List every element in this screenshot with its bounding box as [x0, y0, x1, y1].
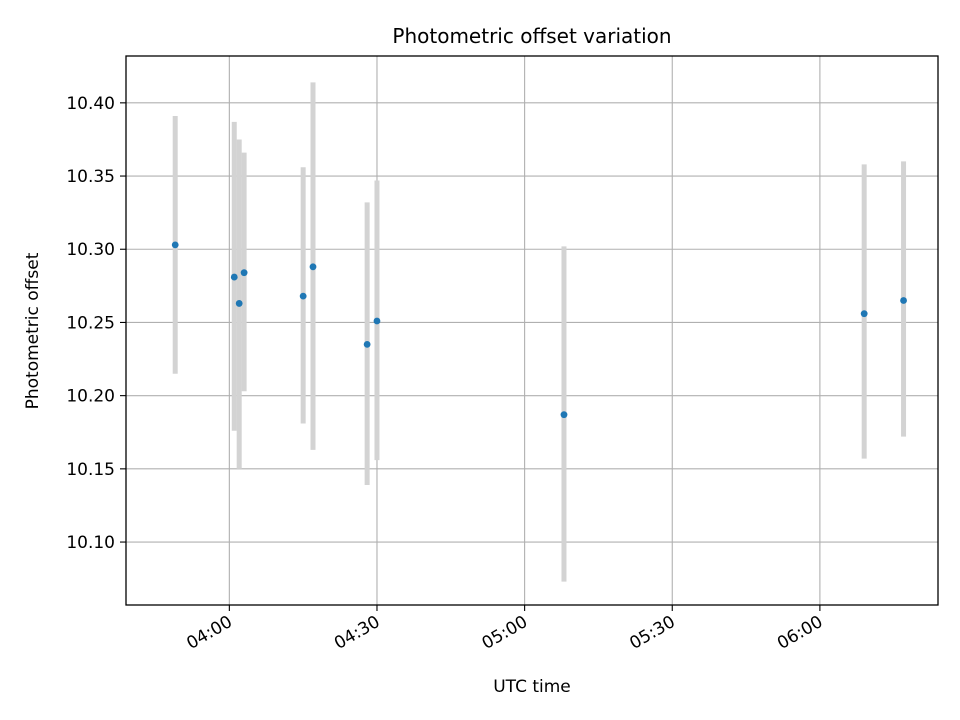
chart-title: Photometric offset variation	[392, 24, 671, 48]
data-points	[171, 241, 907, 419]
y-axis-label: Photometric offset	[23, 252, 43, 409]
plot-frame	[125, 55, 939, 606]
y-tick-label: 10.30	[66, 240, 115, 260]
error-bars	[172, 82, 907, 582]
y-axis-ticks: 10.10 10.15 10.20 10.25 10.30 10.35 10.40	[66, 94, 126, 553]
data-point	[299, 292, 307, 300]
y-tick-label: 10.25	[66, 313, 115, 333]
x-axis-ticks: 04:00 04:30 05:00 05:30 06:00	[183, 605, 826, 654]
x-tick-label: 05:30	[626, 612, 678, 654]
y-tick-label: 10.10	[66, 533, 115, 553]
data-point	[240, 269, 248, 277]
y-tick-label: 10.35	[66, 167, 115, 187]
data-point	[900, 297, 907, 304]
data-point	[363, 341, 371, 348]
x-tick-label: 04:00	[183, 612, 235, 654]
data-point	[560, 411, 568, 419]
y-tick-label: 10.20	[66, 387, 115, 407]
y-tick-label: 10.40	[66, 94, 115, 114]
x-tick-label: 04:30	[331, 612, 383, 654]
grid	[126, 56, 938, 605]
data-point	[230, 273, 238, 281]
x-tick-label: 05:00	[479, 612, 531, 654]
data-point	[171, 241, 179, 249]
data-point	[860, 310, 868, 318]
y-tick-label: 10.15	[66, 460, 115, 480]
x-axis-label: UTC time	[493, 677, 571, 697]
data-point	[235, 300, 243, 307]
data-point	[309, 263, 317, 271]
x-tick-label: 06:00	[774, 612, 826, 654]
data-point	[373, 317, 381, 325]
